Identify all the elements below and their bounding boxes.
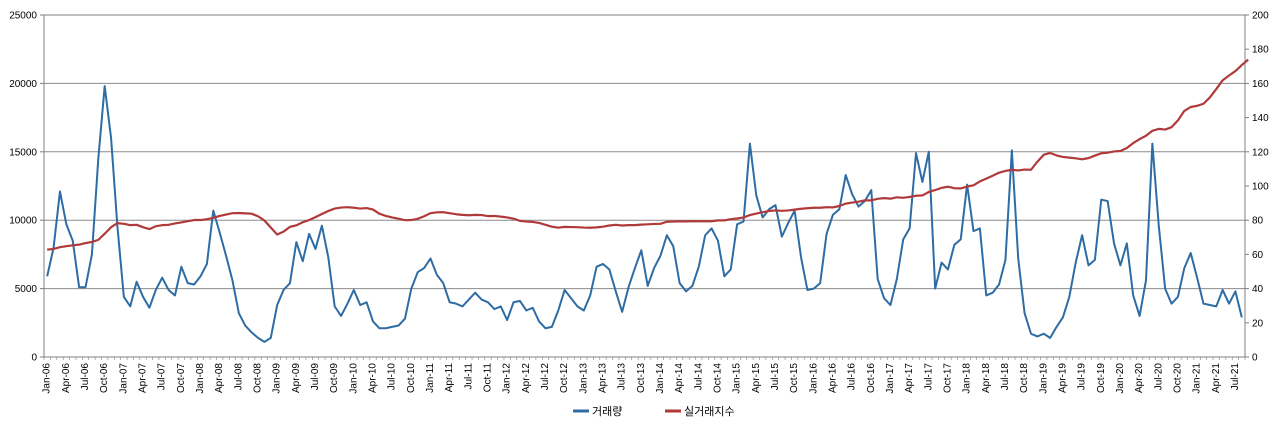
x-tick-label: Jan-16 <box>808 363 819 394</box>
y-right-tick-label: 20 <box>1252 318 1264 329</box>
x-tick-label: Jul-21 <box>1230 363 1241 391</box>
x-tick-label: Apr-17 <box>904 363 915 393</box>
x-tick-label: Jan-14 <box>655 363 666 394</box>
x-tick-label: Jul-19 <box>1077 363 1088 391</box>
series-lines <box>46 58 1249 343</box>
x-tick-label: Oct-17 <box>942 363 953 393</box>
x-tick-label: Oct-12 <box>559 363 570 393</box>
y-right-tick-label: 0 <box>1252 353 1258 364</box>
legend-label: 실거래지수 <box>684 405 735 418</box>
y-right-tick-label: 200 <box>1252 11 1269 22</box>
x-tick-label: Oct-19 <box>1096 363 1107 393</box>
x-tick-label: Apr-12 <box>521 363 532 393</box>
x-tick-label: Apr-19 <box>1057 363 1068 393</box>
x-tick-label: Jan-19 <box>1038 363 1049 394</box>
y-axis-right: 0 20 40 60 80 100 120 140 160 180 200 <box>1245 11 1269 364</box>
x-tick-label: Jul-09 <box>310 363 321 391</box>
y-axis-left: 0 5000 10000 15000 20000 25000 <box>9 11 44 364</box>
y-left-tick-label: 15000 <box>9 147 37 158</box>
x-tick-label: Oct-08 <box>253 363 264 393</box>
legend: 거래량 실거래지수 <box>573 405 735 418</box>
x-tick-label: Apr-07 <box>138 363 149 393</box>
x-tick-label: Apr-11 <box>444 363 455 393</box>
x-tick-label: Jul-11 <box>463 363 474 390</box>
x-tick-label: Oct-06 <box>99 363 110 393</box>
x-tick-label: Jan-21 <box>1192 363 1203 394</box>
x-tick-label: Oct-10 <box>406 363 417 393</box>
y-left-tick-label: 10000 <box>9 216 37 227</box>
series-line-2 <box>47 58 1249 251</box>
x-tick-label: Oct-15 <box>789 363 800 393</box>
y-right-tick-label: 40 <box>1252 284 1264 295</box>
y-left-tick-label: 0 <box>31 353 37 364</box>
y-right-tick-label: 140 <box>1252 113 1269 124</box>
x-tick-label: Oct-20 <box>1172 363 1183 393</box>
x-tick-label: Oct-07 <box>176 363 187 393</box>
x-tick-label: Jul-14 <box>693 363 704 391</box>
x-tick-label: Oct-18 <box>1019 363 1030 393</box>
x-tick-label: Oct-13 <box>636 363 647 393</box>
y-right-tick-label: 100 <box>1252 182 1269 193</box>
x-tick-label: Oct-14 <box>712 363 723 393</box>
x-tick-label: Jan-08 <box>195 363 206 394</box>
y-right-tick-label: 160 <box>1252 79 1269 90</box>
x-tick-label: Jan-09 <box>272 363 283 394</box>
x-tick-label: Apr-20 <box>1134 363 1145 393</box>
x-tick-label: Jul-06 <box>80 363 91 391</box>
x-tick-label: Jul-17 <box>923 363 934 391</box>
x-tick-label: Jan-13 <box>578 363 589 394</box>
x-tick-label: Jan-11 <box>425 363 436 393</box>
x-tick-label: Apr-13 <box>597 363 608 393</box>
x-tick-label: Jan-07 <box>118 363 129 394</box>
x-tick-label: Apr-09 <box>291 363 302 393</box>
x-tick-label: Apr-21 <box>1211 363 1222 393</box>
x-tick-label: Jan-18 <box>962 363 973 394</box>
y-right-tick-label: 60 <box>1252 250 1264 261</box>
y-right-tick-label: 80 <box>1252 216 1264 227</box>
x-tick-label: Apr-15 <box>751 363 762 393</box>
x-tick-label: Apr-18 <box>981 363 992 393</box>
x-tick-label: Oct-16 <box>866 363 877 393</box>
x-tick-label: Jul-18 <box>1000 363 1011 391</box>
x-tick-label: Apr-08 <box>214 363 225 393</box>
y-right-tick-label: 120 <box>1252 147 1269 158</box>
legend-label: 거래량 <box>592 405 622 418</box>
x-tick-label: Jul-13 <box>617 363 628 391</box>
y-left-tick-label: 5000 <box>15 284 38 295</box>
x-tick-label: Apr-16 <box>827 363 838 393</box>
x-tick-label: Apr-14 <box>674 363 685 393</box>
y-left-tick-label: 20000 <box>9 79 37 90</box>
x-tick-label: Jul-10 <box>387 363 398 391</box>
x-tick-label: Apr-10 <box>367 363 378 393</box>
x-tick-label: Jul-12 <box>540 363 551 391</box>
x-tick-label: Jan-17 <box>885 363 896 394</box>
x-tick-label: Jul-20 <box>1153 363 1164 391</box>
x-tick-label: Apr-06 <box>61 363 72 393</box>
series-line-1 <box>46 85 1243 343</box>
x-tick-label: Jul-16 <box>847 363 858 391</box>
x-tick-label: Oct-09 <box>329 363 340 393</box>
x-tick-label: Jan-20 <box>1115 363 1126 394</box>
y-left-tick-label: 25000 <box>9 11 37 22</box>
x-tick-label: Jul-15 <box>770 363 781 391</box>
x-tick-label: Jul-08 <box>233 363 244 391</box>
horizontal-gridlines <box>44 82 1245 290</box>
x-tick-label: Jan-12 <box>502 363 513 394</box>
x-tick-label: Oct-11 <box>482 363 493 393</box>
x-axis: Jan-06 Apr-06 Jul-06 Oct-06 Jan-07 Apr-07 Jul-… <box>42 357 1246 394</box>
x-tick-label: Jul-07 <box>157 363 168 391</box>
x-tick-label: Jan-06 <box>42 363 53 394</box>
y-right-tick-label: 180 <box>1252 45 1269 56</box>
x-tick-label: Jan-10 <box>348 363 359 394</box>
x-tick-label: Jan-15 <box>732 363 743 394</box>
